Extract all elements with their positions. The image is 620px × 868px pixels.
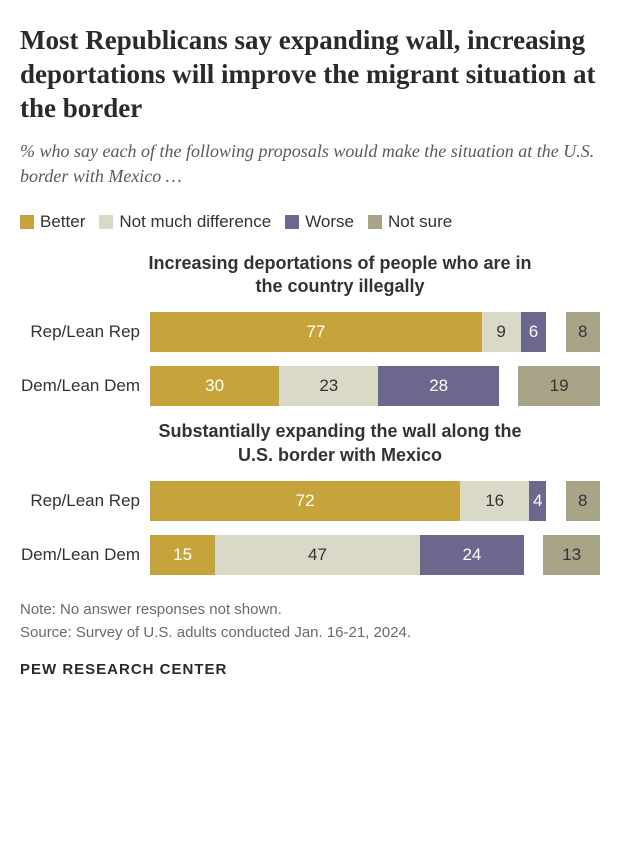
segment-better: 72 [150, 481, 460, 521]
bar-area: 77968 [150, 312, 600, 352]
chart-title: Most Republicans say expanding wall, inc… [20, 24, 600, 125]
legend-not-much: Not much difference [99, 212, 271, 232]
bar-area: 721648 [150, 481, 600, 521]
segment-not-sure: 8 [566, 312, 600, 352]
swatch-not-sure [368, 215, 382, 229]
segment-not-sure: 8 [566, 481, 600, 521]
note-text: Note: No answer responses not shown. [20, 599, 600, 620]
legend-not-sure: Not sure [368, 212, 452, 232]
segment-worse: 6 [521, 312, 547, 352]
chart-subtitle: % who say each of the following proposal… [20, 139, 600, 189]
swatch-not-much [99, 215, 113, 229]
section-label: Increasing deportations of people who ar… [140, 252, 540, 299]
legend-not-much-label: Not much difference [119, 212, 271, 232]
segment-not-much: 23 [279, 366, 378, 406]
segment-worse: 4 [529, 481, 546, 521]
row-label: Rep/Lean Rep [20, 322, 150, 342]
segment-worse: 28 [378, 366, 499, 406]
row-label: Dem/Lean Dem [20, 376, 150, 396]
legend: Better Not much difference Worse Not sur… [20, 212, 600, 232]
footer-attribution: PEW RESEARCH CENTER [20, 661, 600, 678]
row-label: Dem/Lean Dem [20, 545, 150, 565]
segment-not-much: 47 [215, 535, 419, 575]
segment-not-sure: 19 [518, 366, 600, 406]
segment-better: 15 [150, 535, 215, 575]
legend-worse-label: Worse [305, 212, 354, 232]
segment-not-sure: 13 [543, 535, 600, 575]
bar-row: Dem/Lean Dem302328 19 [20, 366, 600, 406]
bar-area: 154724 13 [150, 535, 600, 575]
segment-not-much: 9 [482, 312, 521, 352]
swatch-better [20, 215, 34, 229]
legend-better-label: Better [40, 212, 85, 232]
row-label: Rep/Lean Rep [20, 491, 150, 511]
bar-row: Dem/Lean Dem154724 13 [20, 535, 600, 575]
section-label: Substantially expanding the wall along t… [140, 420, 540, 467]
segment-better: 30 [150, 366, 279, 406]
segment-worse: 24 [420, 535, 524, 575]
legend-worse: Worse [285, 212, 354, 232]
legend-not-sure-label: Not sure [388, 212, 452, 232]
source-text: Source: Survey of U.S. adults conducted … [20, 622, 600, 643]
segment-better: 77 [150, 312, 482, 352]
segment-not-much: 16 [460, 481, 529, 521]
bar-row: Rep/Lean Rep77968 [20, 312, 600, 352]
chart-area: Increasing deportations of people who ar… [20, 252, 600, 576]
swatch-worse [285, 215, 299, 229]
bar-area: 302328 19 [150, 366, 600, 406]
legend-better: Better [20, 212, 85, 232]
bar-row: Rep/Lean Rep721648 [20, 481, 600, 521]
